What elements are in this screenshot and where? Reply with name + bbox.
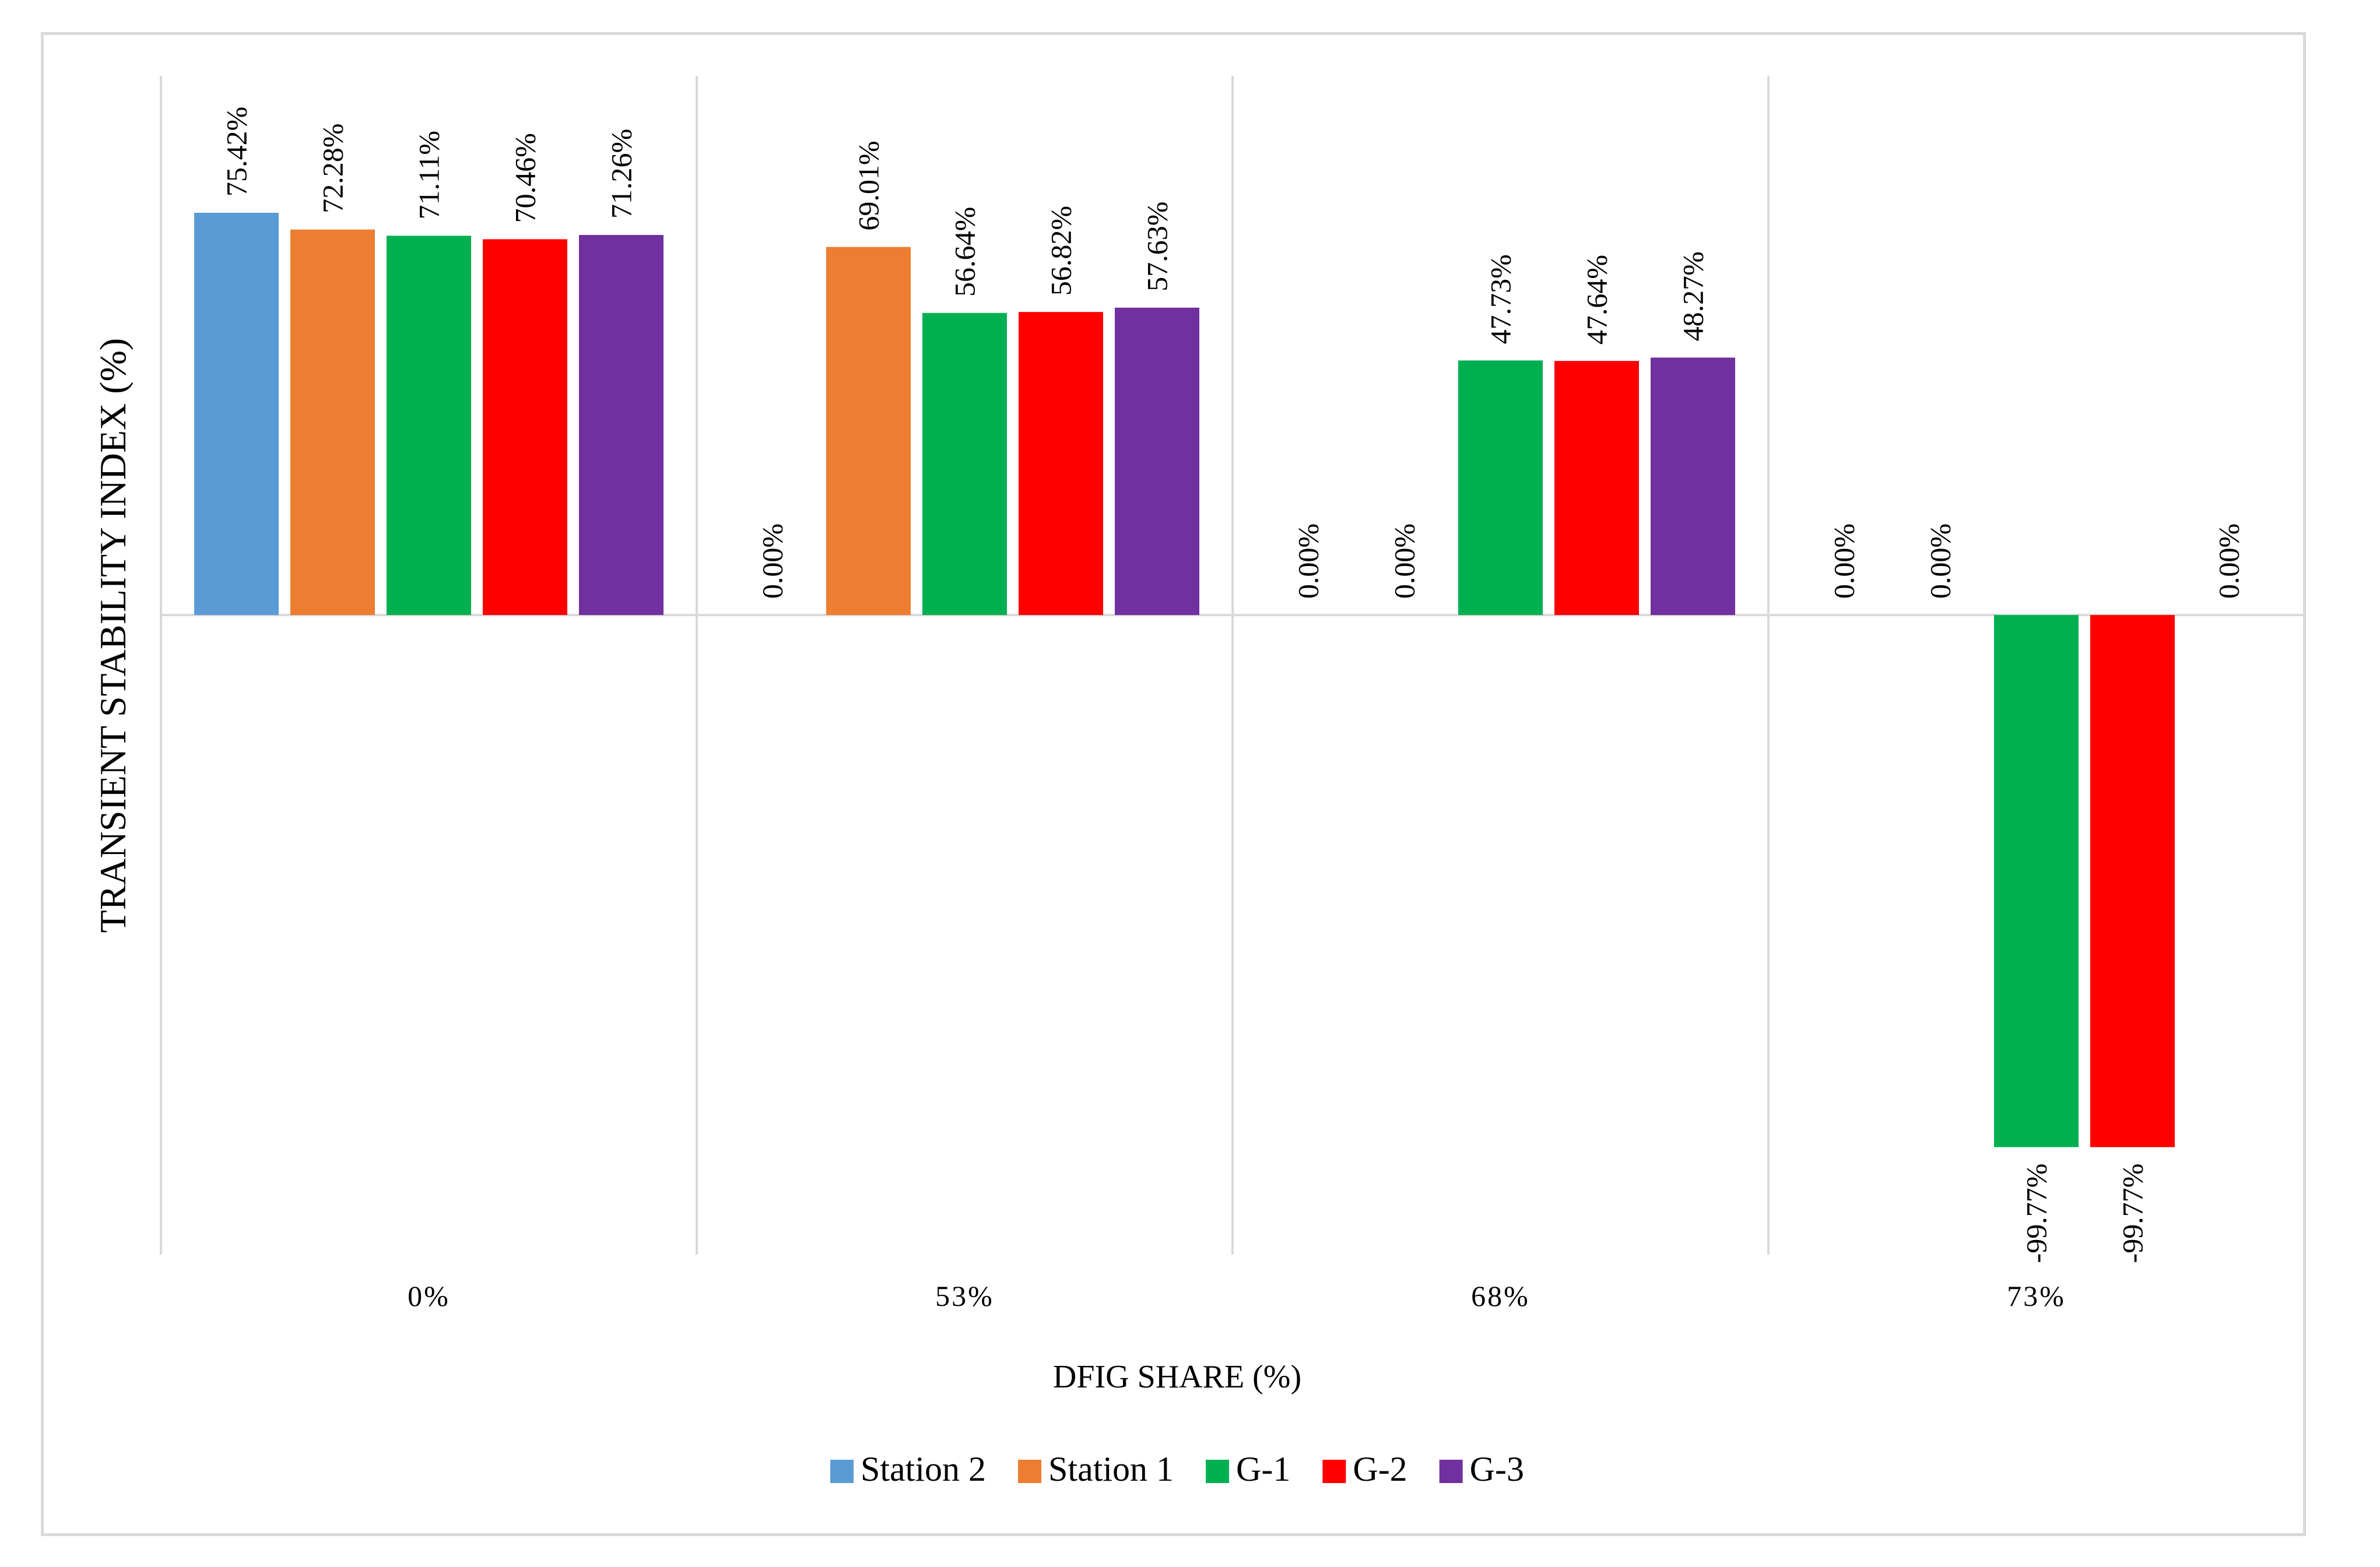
legend: Station 2 Station 1 G-1 G-2 G-3 [830,1450,1524,1488]
bar-g-2-73pct [2090,615,2175,1147]
data-label: 0.00% [1292,523,1325,599]
bar-g-1-68pct [1458,360,1543,615]
data-label: 56.64% [949,207,981,297]
data-label: 56.82% [1045,206,1077,296]
bar-g-2-0pct [483,239,567,615]
data-label: 72.28% [317,124,349,213]
data-label: -99.77% [2116,1164,2149,1263]
legend-item-g-3: G-3 [1439,1450,1524,1488]
legend-swatch [1018,1460,1042,1483]
plot-area: 75.42% 72.28% 71.11% 70.46% 71.26% 0% 0.00% 69.… [160,76,2305,1312]
bar-g-1-53pct [922,312,1007,615]
data-label: 69.01% [852,140,885,230]
data-label: 71.26% [605,129,638,219]
bar-station-1-53pct [826,247,911,616]
data-label: 0.00% [1388,523,1421,599]
data-label: 47.64% [1581,255,1613,345]
bar-g-3-68pct [1651,357,1735,615]
x-tick-label: 68% [1471,1280,1530,1312]
legend-swatch [1439,1460,1463,1483]
legend-label: Station 2 [861,1450,986,1488]
legend-item-station-1: Station 1 [1018,1450,1174,1488]
legend-swatch [1322,1460,1346,1483]
data-label: 71.11% [413,131,445,219]
data-label: 0.00% [2213,523,2245,599]
bar-g-1-73pct [1994,615,2079,1147]
bar-g-2-68pct [1554,361,1639,615]
data-label: 75.42% [220,107,253,196]
legend-label: G-1 [1236,1450,1290,1488]
legend-swatch [830,1460,854,1483]
legend-item-g-2: G-2 [1322,1450,1407,1488]
legend-label: G-3 [1470,1450,1524,1488]
legend-item-station-2: Station 2 [830,1450,986,1488]
legend-swatch [1206,1460,1230,1483]
data-label: 70.46% [509,133,542,223]
bar-g-3-0pct [579,235,664,616]
legend-item-g-1: G-1 [1206,1450,1290,1488]
bar-g-3-53pct [1115,307,1199,615]
x-tick-label: 73% [2007,1280,2066,1312]
legend-label: Station 1 [1048,1450,1174,1488]
bar-station-2-0pct [194,213,279,615]
x-tick-label: 0% [408,1280,450,1312]
x-axis-title: DFIG SHARE (%) [1053,1359,1301,1395]
data-label: 48.27% [1677,251,1709,341]
bar-station-1-0pct [290,229,375,615]
data-label: 57.63% [1141,202,1174,291]
data-label: 0.00% [756,523,789,599]
x-tick-label: 53% [935,1280,994,1312]
legend-label: G-2 [1353,1450,1407,1488]
data-label: -99.77% [2020,1164,2053,1263]
bar-g-1-0pct [387,236,471,616]
data-label: 0.00% [1924,523,1957,599]
y-axis-title: TRANSIENT STABILITY INDEX (%) [92,338,134,933]
data-label: 47.73% [1484,254,1517,344]
data-label: 0.00% [1828,523,1861,599]
bar-g-2-53pct [1019,312,1103,615]
